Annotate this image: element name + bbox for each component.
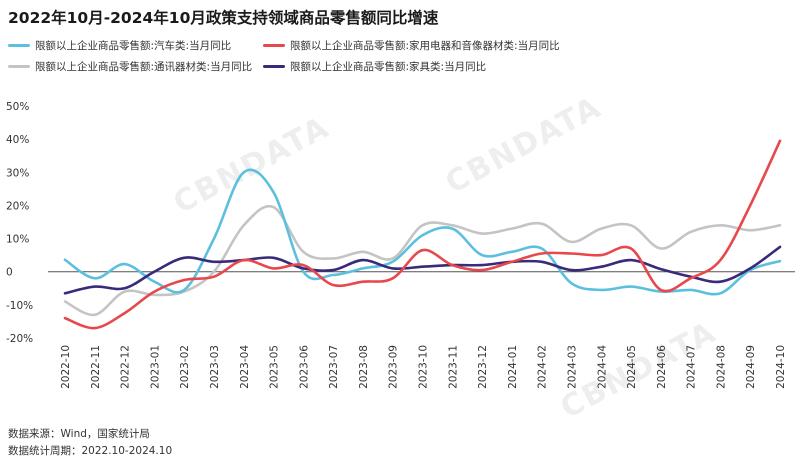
x-tick-label: 2023-09 (388, 345, 400, 389)
series-line-auto (63, 168, 782, 296)
legend-item-furniture: 限额以上企业商品零售额:家具类:当月同比 (263, 59, 486, 73)
y-tick-label: 0 (6, 267, 13, 279)
x-tick-label: 2024-01 (507, 345, 519, 389)
y-tick-label: 20% (6, 200, 29, 212)
x-tick-label: 2023-11 (447, 345, 459, 389)
y-tick-label: 50% (6, 101, 29, 113)
legend-label-appliances: 限额以上企业商品零售额:家用电器和音像器材类:当月同比 (290, 39, 560, 52)
x-tick-label: 2023-12 (477, 345, 489, 389)
series-line-furniture (63, 245, 782, 295)
legend-swatch-auto (8, 43, 30, 47)
x-tick-label: 2024-10 (775, 345, 787, 389)
x-tick-label: 2023-08 (358, 345, 370, 389)
x-tick-label: 2024-06 (656, 345, 668, 389)
y-tick-label: -10% (6, 300, 33, 312)
x-tick-label: 2024-05 (626, 345, 638, 389)
y-tick-label: 10% (6, 234, 29, 246)
x-tick-label: 2024-04 (596, 345, 608, 389)
series-line-appliances (63, 139, 782, 330)
y-tick-label: 40% (6, 134, 29, 146)
legend-swatch-furniture (263, 64, 285, 68)
y-tick-label: 30% (6, 167, 29, 179)
x-tick-label: 2023-03 (209, 345, 221, 389)
legend-item-appliances: 限额以上企业商品零售额:家用电器和音像器材类:当月同比 (263, 38, 560, 52)
series-line-telecom (63, 204, 782, 317)
x-tick-label: 2023-06 (298, 345, 310, 389)
x-tick-label: 2023-05 (269, 345, 281, 389)
x-tick-label: 2024-02 (537, 345, 549, 389)
x-tick-label: 2023-07 (328, 345, 340, 389)
legend-label-auto: 限额以上企业商品零售额:汽车类:当月同比 (35, 39, 232, 52)
x-tick-label: 2024-08 (715, 345, 727, 389)
x-tick-label: 2023-04 (239, 345, 251, 389)
x-tick-label: 2023-10 (418, 345, 430, 389)
period-note: 数据统计周期：2022.10-2024.10 (8, 445, 173, 457)
x-tick-label: 2023-02 (179, 345, 191, 389)
chart-title: 2022年10月-2024年10月政策支持领域商品零售额同比增速 (8, 9, 439, 27)
legend-swatch-appliances (263, 43, 285, 47)
legend-label-furniture: 限额以上企业商品零售额:家具类:当月同比 (290, 60, 487, 73)
x-tick-label: 2023-01 (149, 345, 161, 389)
legend-swatch-telecom (8, 64, 30, 68)
x-tick-label: 2022-11 (90, 345, 102, 389)
y-tick-label: -20% (6, 333, 33, 345)
legend-label-telecom: 限额以上企业商品零售额:通讯器材类:当月同比 (35, 60, 253, 73)
x-tick-label: 2022-10 (60, 345, 72, 389)
legend-item-auto: 限额以上企业商品零售额:汽车类:当月同比 (8, 38, 231, 52)
source-note: 数据来源：Wind，国家统计局 (8, 428, 150, 440)
legend-item-telecom: 限额以上企业商品零售额:通讯器材类:当月同比 (8, 59, 252, 73)
x-tick-label: 2024-09 (745, 345, 757, 389)
x-tick-label: 2022-12 (120, 345, 132, 389)
x-tick-label: 2024-07 (686, 345, 698, 389)
x-tick-label: 2024-03 (566, 345, 578, 389)
